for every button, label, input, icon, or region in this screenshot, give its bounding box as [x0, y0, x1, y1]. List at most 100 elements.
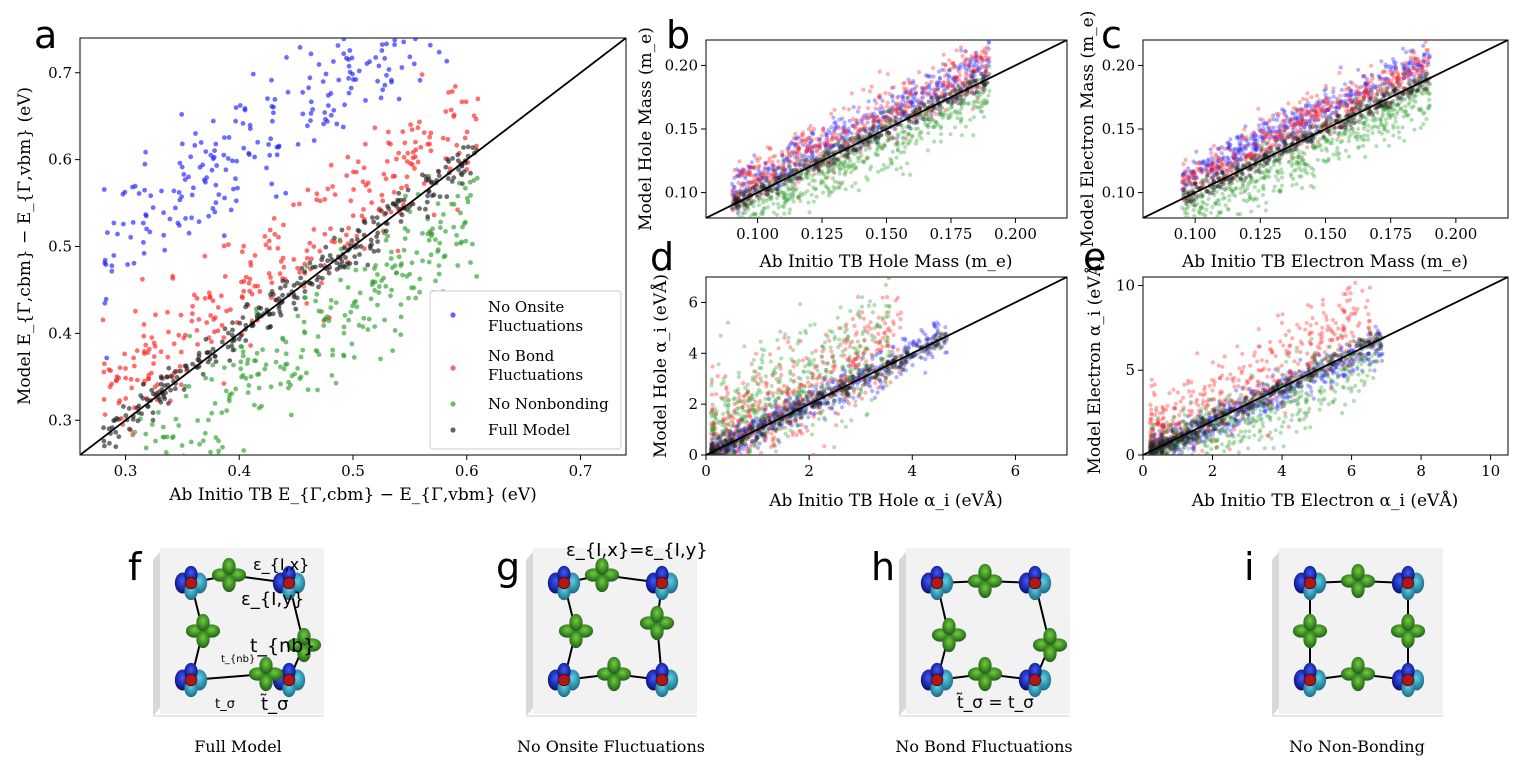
data-point-1 — [766, 192, 771, 197]
data-point-0 — [980, 58, 985, 63]
data-point-1 — [419, 72, 425, 77]
data-point-1 — [1181, 180, 1186, 185]
data-point-0 — [1391, 57, 1396, 62]
data-point-0 — [937, 112, 942, 117]
data-point-1 — [1340, 125, 1345, 130]
data-point-1 — [1334, 101, 1339, 106]
data-point-2 — [1203, 213, 1208, 218]
data-point-2 — [1335, 145, 1340, 151]
data-point-1 — [817, 144, 823, 149]
data-point-0 — [1406, 62, 1411, 67]
data-point-2 — [167, 453, 172, 455]
data-point-0 — [102, 300, 108, 306]
data-point-2 — [1347, 135, 1352, 140]
data-point-2 — [887, 108, 893, 113]
data-point-1 — [754, 183, 760, 188]
data-point-3 — [343, 255, 348, 260]
data-point-0 — [782, 159, 788, 164]
data-point-0 — [1205, 158, 1211, 163]
data-point-3 — [862, 126, 867, 131]
data-point-1 — [1215, 172, 1220, 177]
data-point-2 — [1424, 117, 1429, 122]
data-point-3 — [772, 175, 777, 180]
data-point-1 — [952, 86, 957, 92]
data-point-2 — [1425, 89, 1430, 94]
data-point-2 — [1271, 163, 1276, 168]
data-point-1 — [1359, 99, 1364, 104]
data-point-1 — [1300, 113, 1305, 118]
data-point-0 — [1341, 100, 1346, 105]
data-point-2 — [1289, 174, 1294, 179]
data-point-1 — [943, 63, 948, 68]
data-point-1 — [1323, 83, 1328, 88]
data-point-1 — [1356, 86, 1361, 91]
data-point-0 — [1388, 83, 1393, 88]
data-point-2 — [880, 146, 885, 151]
data-point-0 — [807, 135, 812, 141]
data-point-2 — [1198, 206, 1203, 211]
data-point-0 — [1309, 108, 1314, 113]
data-point-2 — [1286, 160, 1291, 165]
data-point-0 — [349, 55, 355, 61]
data-point-0 — [923, 73, 929, 78]
data-point-0 — [1262, 134, 1268, 140]
data-point-0 — [1331, 94, 1336, 99]
data-point-1 — [1200, 170, 1205, 175]
data-point-0 — [791, 141, 797, 146]
data-point-0 — [271, 110, 276, 116]
data-point-2 — [913, 121, 918, 126]
data-point-1 — [1348, 95, 1353, 100]
data-point-0 — [858, 145, 863, 151]
data-point-1 — [817, 164, 822, 169]
data-point-1 — [1256, 168, 1261, 173]
data-point-2 — [811, 199, 816, 204]
data-point-0 — [730, 188, 735, 193]
data-point-2 — [949, 105, 954, 110]
data-point-0 — [734, 167, 740, 172]
data-point-3 — [396, 199, 401, 204]
data-point-3 — [732, 197, 738, 202]
data-point-1 — [1369, 87, 1374, 92]
data-point-2 — [1343, 131, 1348, 137]
data-point-1 — [800, 157, 805, 162]
data-point-3 — [939, 94, 944, 99]
data-point-2 — [224, 408, 230, 413]
data-point-1 — [1390, 73, 1396, 78]
data-point-2 — [890, 149, 895, 154]
data-point-1 — [1413, 56, 1418, 62]
data-point-2 — [451, 224, 457, 230]
data-point-2 — [738, 220, 742, 224]
data-point-1 — [1388, 100, 1393, 105]
data-point-2 — [1327, 129, 1332, 134]
data-point-2 — [1361, 126, 1366, 131]
data-point-1 — [1313, 117, 1319, 122]
data-point-0 — [334, 121, 340, 127]
data-point-2 — [303, 295, 308, 301]
data-point-1 — [1243, 144, 1248, 149]
data-point-3 — [866, 139, 871, 144]
data-point-2 — [1418, 106, 1423, 111]
data-point-2 — [938, 139, 944, 144]
data-point-3 — [950, 89, 956, 94]
data-point-1 — [984, 65, 989, 70]
data-point-1 — [131, 355, 137, 361]
data-point-1 — [405, 150, 411, 156]
data-point-2 — [1262, 176, 1267, 181]
data-point-0 — [142, 161, 148, 167]
data-point-1 — [1324, 102, 1329, 107]
data-point-3 — [955, 96, 960, 101]
data-point-1 — [748, 187, 753, 192]
data-point-3 — [955, 101, 960, 106]
data-point-1 — [1278, 125, 1283, 130]
data-point-1 — [924, 112, 929, 117]
data-point-0 — [930, 95, 935, 101]
data-point-3 — [981, 90, 986, 95]
data-point-1 — [1425, 47, 1430, 53]
data-point-0 — [904, 90, 909, 95]
data-point-2 — [181, 453, 186, 455]
data-point-0 — [1422, 60, 1427, 65]
data-point-1 — [1420, 64, 1425, 69]
data-point-0 — [1251, 130, 1256, 135]
data-point-1 — [1314, 93, 1319, 98]
data-point-1 — [178, 382, 184, 388]
